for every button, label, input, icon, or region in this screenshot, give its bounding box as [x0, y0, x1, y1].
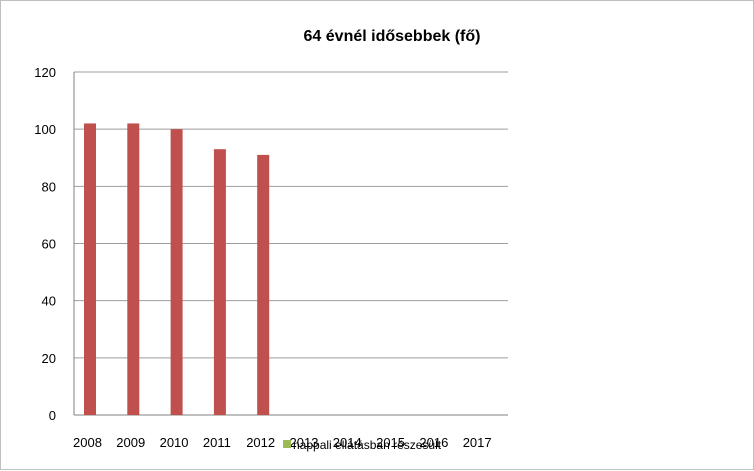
bars: [84, 123, 270, 416]
x-tick-label: 2017: [463, 435, 492, 450]
x-axis-ticks: 2008 2009 2010 2011 2012 2013 2014 2015 2016 2017: [73, 435, 492, 450]
bar: [84, 123, 96, 415]
y-tick-label: 120: [34, 65, 56, 80]
bar: [170, 129, 183, 415]
x-tick-label: 2011: [203, 435, 231, 450]
y-tick-label: 60: [42, 237, 56, 252]
x-tick-label: 2013: [290, 435, 319, 450]
x-tick-label: 2012: [246, 435, 275, 450]
chart-title: 64 évnél idősebbek (fő): [304, 28, 481, 45]
x-tick-label: 2016: [419, 435, 448, 450]
legend: nappali ellátásban részesült: [283, 438, 442, 452]
bar: [127, 123, 140, 415]
x-tick-label: 2014: [333, 435, 362, 450]
bar: [257, 154, 270, 415]
x-tick-label: 2015: [376, 435, 405, 450]
bar: [213, 149, 226, 416]
y-tick-label: 80: [42, 179, 56, 194]
x-tick-label: 2008: [73, 435, 102, 450]
gridlines: [73, 71, 508, 416]
y-tick-label: 40: [42, 294, 56, 309]
legend-swatch: [283, 440, 291, 448]
y-axis-ticks: 0 20 40 60 80 100 120: [34, 65, 56, 423]
y-tick-label: 20: [42, 351, 56, 366]
legend-label: nappali ellátásban részesült: [293, 438, 442, 452]
y-tick-label: 0: [49, 408, 56, 423]
x-tick-label: 2010: [160, 435, 189, 450]
y-tick-label: 100: [34, 122, 56, 137]
x-tick-label: 2009: [116, 435, 145, 450]
